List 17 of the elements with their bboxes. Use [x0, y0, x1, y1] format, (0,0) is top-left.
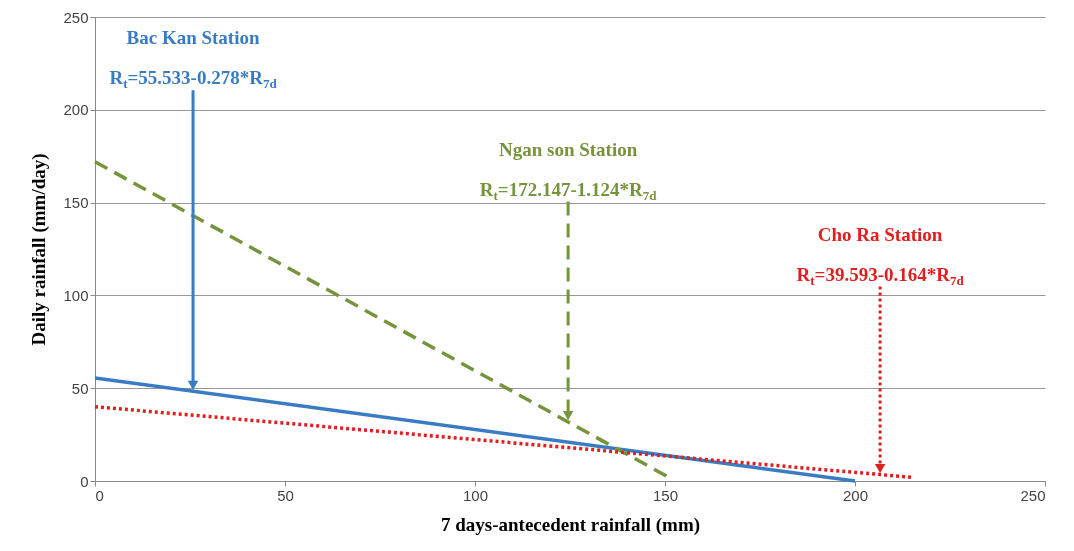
y-tick-label: 150: [63, 194, 89, 212]
y-tick-label: 100: [63, 286, 89, 304]
text: Cho Ra Station: [817, 223, 943, 245]
y-tick-label: 0: [80, 472, 89, 490]
x-tick-label: 0: [95, 486, 104, 504]
x-tick-label: 50: [277, 486, 294, 504]
y-tick-label: 200: [63, 101, 89, 119]
y-tick-label: 50: [71, 379, 89, 397]
text: Ngan son Station: [498, 138, 638, 160]
x-tick-label: 100: [462, 486, 489, 504]
x-axis-title: 7 days-antecedent rainfall (mm): [440, 513, 701, 536]
x-tick-label: 150: [652, 486, 679, 504]
x-tick-label: 250: [1020, 486, 1046, 504]
y-axis-title: Daily rainfall (mm/day): [28, 153, 51, 346]
y-tick-label: 250: [63, 8, 89, 26]
text: Bac Kan Station: [126, 27, 260, 49]
x-tick-label: 200: [842, 486, 869, 504]
